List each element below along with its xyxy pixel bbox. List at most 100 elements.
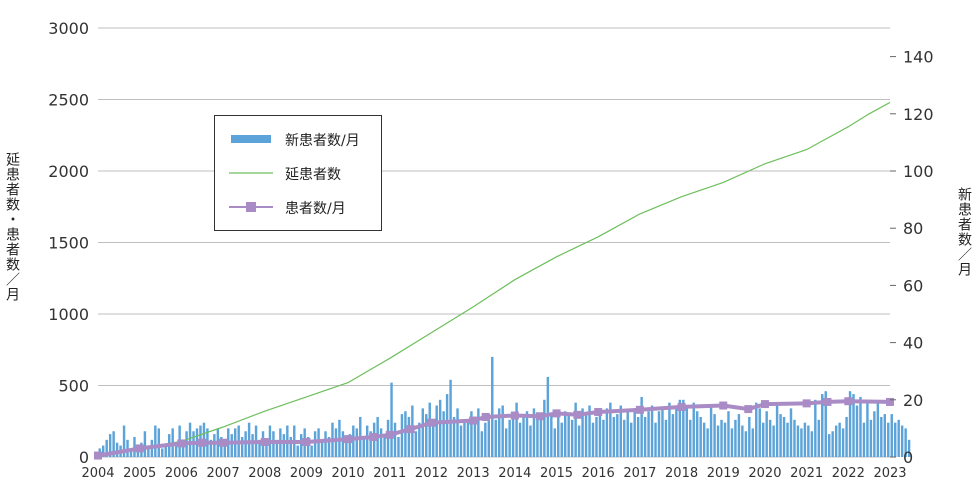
bar (414, 431, 418, 457)
bar (310, 445, 313, 457)
patients-marker (94, 451, 102, 460)
bar (470, 411, 473, 457)
bar (695, 411, 699, 457)
bar (907, 439, 911, 457)
bar (609, 402, 612, 457)
bar (859, 396, 862, 457)
x-tick-label: 2021 (790, 466, 823, 481)
y-left-tick-label: 2500 (48, 91, 89, 110)
bar (133, 436, 136, 457)
bar (112, 431, 115, 457)
bar (664, 419, 668, 457)
bar (584, 414, 588, 457)
bar (612, 416, 616, 457)
bar (803, 422, 807, 457)
bar (473, 416, 477, 457)
bar (143, 431, 147, 457)
bar (887, 422, 890, 457)
bar (768, 419, 772, 457)
bar (352, 425, 355, 457)
bar (154, 425, 157, 457)
patients-marker (177, 439, 186, 448)
bar (577, 425, 581, 457)
bar (477, 408, 480, 457)
y-axis-right-ticks: 0 20 40 60 80 100 120 140 (890, 48, 934, 467)
bar (400, 414, 404, 457)
legend-swatch-line (229, 172, 273, 174)
bar (525, 411, 529, 457)
bar (900, 425, 904, 457)
bar (265, 439, 268, 457)
patients-marker (635, 405, 644, 414)
bar (491, 356, 494, 457)
legend-item-patients: 患者数/月 (215, 194, 381, 220)
gridlines (98, 27, 890, 458)
bar (126, 439, 129, 457)
patients-marker (469, 416, 478, 425)
bar (438, 399, 442, 457)
bar (383, 434, 386, 457)
bar (299, 434, 303, 457)
bar (115, 442, 119, 457)
bar (348, 434, 352, 457)
bar (407, 416, 411, 457)
bar (324, 431, 327, 457)
legend-item-new-patients: 新患者数/月 (215, 126, 381, 152)
bar (831, 431, 834, 457)
x-tick-label: 2008 (248, 466, 281, 481)
bar (428, 402, 431, 457)
bar (782, 416, 786, 457)
bar (466, 419, 470, 457)
y-left-tick-label: 2000 (48, 162, 89, 181)
bar (484, 422, 487, 457)
bar (397, 436, 400, 457)
bar (807, 425, 810, 457)
patients-marker (802, 399, 811, 408)
bar (716, 425, 720, 457)
bar (518, 422, 522, 457)
bar (588, 405, 591, 457)
bar (699, 416, 702, 457)
bar (327, 436, 331, 457)
bar (796, 425, 800, 457)
bar (702, 422, 706, 457)
patients-marker (135, 444, 144, 453)
legend-swatch-marker-line (229, 202, 273, 212)
bar (883, 414, 887, 457)
patients-marker (369, 432, 378, 441)
bar (775, 405, 779, 457)
bar (623, 419, 626, 457)
patients-marker (594, 407, 603, 416)
patients-marker (406, 425, 415, 434)
bar (678, 399, 682, 457)
x-tick-label: 2015 (540, 466, 573, 481)
bar (838, 422, 841, 457)
bar (553, 428, 557, 457)
y-right-tick-label: 0 (903, 448, 913, 467)
y-right-tick-label: 60 (903, 276, 923, 295)
x-tick-label: 2013 (457, 466, 490, 481)
bar (341, 431, 345, 457)
bar (800, 428, 803, 457)
bar (546, 376, 550, 457)
legend: 新患者数/月 延患者数 患者数/月 (214, 115, 382, 231)
bar (685, 408, 689, 457)
bar (230, 434, 233, 457)
legend-swatch-bar (231, 135, 271, 143)
bar (876, 402, 880, 457)
bar (539, 414, 543, 457)
legend-item-cumulative: 延患者数 (215, 160, 381, 186)
patients-marker (886, 397, 894, 406)
bar (845, 416, 848, 457)
bar (817, 419, 821, 457)
bar (793, 419, 796, 457)
bar (529, 425, 532, 457)
bar (435, 405, 438, 457)
bar (581, 408, 584, 457)
bar (616, 414, 619, 457)
x-tick-label: 2009 (290, 466, 323, 481)
patients-marker (385, 430, 394, 439)
x-tick-label: 2023 (873, 466, 906, 481)
bar (650, 405, 654, 457)
bar (734, 419, 737, 457)
